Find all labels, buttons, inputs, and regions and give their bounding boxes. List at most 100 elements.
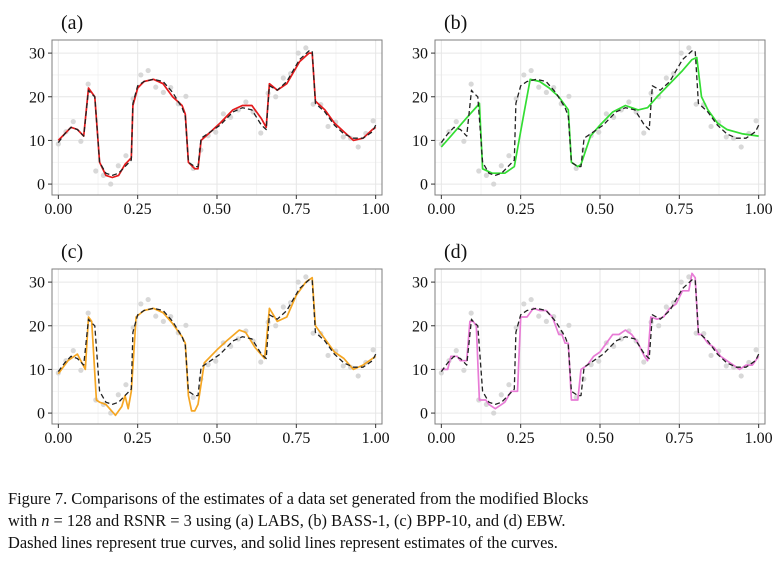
data-point — [190, 394, 196, 400]
true-curve — [440, 50, 760, 177]
y-tick-label: 0 — [420, 177, 428, 194]
data-point — [78, 367, 84, 373]
data-point — [115, 163, 121, 169]
data-point — [213, 358, 219, 364]
data-point — [648, 90, 654, 96]
data-point — [521, 301, 527, 307]
x-tick-label: 0.25 — [507, 430, 535, 447]
chart-panel-4: 0.00 0.25 0.50 0.75 1.00 0 10 20 30 (d) — [412, 241, 773, 447]
y-tick-label: 30 — [29, 275, 45, 292]
data-point — [160, 89, 166, 95]
data-point — [303, 274, 309, 280]
x-tick-label: 1.00 — [362, 201, 390, 218]
data-point — [483, 172, 490, 178]
data-point — [498, 392, 504, 398]
data-point — [78, 138, 84, 144]
data-point — [153, 313, 159, 319]
data-point — [145, 67, 151, 74]
data-point — [656, 323, 662, 329]
x-tick-label: 0.50 — [203, 430, 231, 447]
panel-label: (c) — [61, 241, 83, 263]
data-point — [723, 363, 729, 369]
data-point — [498, 163, 504, 169]
data-point — [453, 348, 459, 354]
x-tick-label: 0.25 — [124, 430, 152, 447]
data-point — [468, 81, 474, 87]
y-tick-label: 10 — [412, 362, 428, 379]
data-point — [205, 362, 211, 368]
y-tick-label: 20 — [412, 318, 428, 335]
chart-panel-1: 0.00 0.25 0.50 0.75 1.00 0 10 20 30 (a) — [29, 12, 390, 218]
data-point — [476, 168, 482, 174]
y-tick-label: 0 — [37, 406, 45, 423]
data-point — [243, 99, 249, 105]
data-point — [738, 373, 744, 379]
x-tick-label: 0.25 — [507, 201, 535, 218]
figure-panels: 0.00 0.25 0.50 0.75 1.00 0 10 20 30 (a) 0.00 0.25 0.… — [29, 12, 773, 447]
data-point — [295, 279, 301, 285]
x-tick-label: 0.50 — [203, 201, 231, 218]
y-tick-label: 10 — [29, 133, 45, 150]
data-point — [708, 123, 714, 130]
data-point — [603, 111, 609, 117]
data-point — [295, 50, 301, 56]
data-point — [235, 336, 241, 342]
x-tick-label: 1.00 — [745, 201, 773, 218]
data-point — [160, 318, 166, 324]
x-tick-label: 0.75 — [665, 430, 693, 447]
data-point — [108, 181, 114, 187]
x-tick-label: 0.00 — [44, 201, 72, 218]
data-point — [566, 322, 572, 328]
data-point — [145, 296, 151, 303]
data-point — [85, 310, 91, 316]
data-point — [528, 67, 534, 74]
data-point — [686, 45, 692, 51]
panel-label: (a) — [61, 12, 83, 34]
data-point — [663, 75, 669, 81]
data-point — [93, 168, 99, 174]
data-point — [153, 84, 159, 90]
data-point — [528, 296, 534, 303]
caption-line-3: Dashed lines represent true curves, and … — [8, 533, 558, 552]
data-point — [280, 304, 286, 310]
data-point — [123, 382, 129, 388]
data-point — [310, 330, 316, 336]
data-point — [626, 99, 632, 105]
data-point — [491, 181, 497, 187]
x-tick-label: 0.50 — [586, 430, 614, 447]
true-curve — [440, 279, 760, 406]
data-point — [753, 347, 759, 353]
x-tick-label: 0.75 — [282, 201, 310, 218]
data-point — [220, 111, 226, 117]
y-tick-label: 20 — [29, 89, 45, 106]
data-point — [543, 89, 549, 95]
data-point — [123, 153, 129, 159]
data-point — [446, 129, 452, 135]
data-point — [370, 347, 376, 353]
data-point — [566, 93, 572, 99]
data-point — [491, 410, 497, 416]
y-tick-label: 10 — [29, 362, 45, 379]
data-point — [370, 118, 376, 124]
caption-line-2-post: = 128 and RSNR = 3 using (a) LABS, (b) B… — [49, 511, 566, 530]
data-point — [536, 84, 542, 90]
data-point — [258, 130, 264, 136]
x-tick-label: 1.00 — [745, 430, 773, 447]
data-point — [678, 279, 684, 285]
panel-label: (d) — [444, 241, 467, 263]
data-point — [438, 370, 444, 376]
true-curve — [57, 50, 377, 177]
data-point — [138, 72, 144, 78]
x-tick-label: 0.25 — [124, 201, 152, 218]
data-point — [325, 352, 331, 359]
panel-label: (b) — [444, 12, 467, 34]
data-point — [258, 359, 264, 365]
data-point — [303, 45, 309, 51]
data-point — [115, 392, 121, 398]
data-point — [280, 75, 286, 81]
data-point — [55, 141, 61, 147]
x-tick-label: 0.00 — [427, 430, 455, 447]
data-point — [340, 363, 346, 369]
data-point — [536, 313, 542, 319]
data-point — [85, 81, 91, 87]
